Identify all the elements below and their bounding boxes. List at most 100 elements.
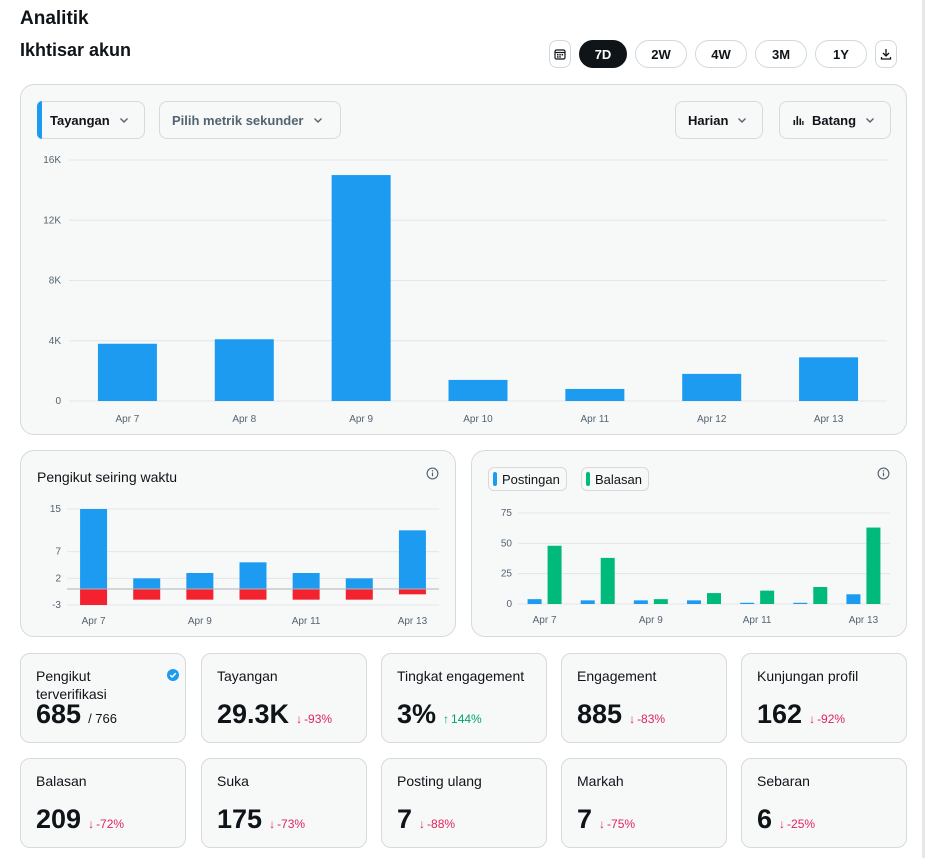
x-tick-label: Apr 7	[82, 616, 106, 627]
stat-label: Tayangan	[217, 668, 278, 684]
stat-value-row: 885 ↓ -83%	[577, 699, 665, 730]
stat-delta: ↓ -73%	[269, 817, 305, 831]
x-tick-label: Apr 7	[115, 414, 139, 425]
stat-delta: ↓ -83%	[629, 712, 665, 726]
stat-replies[interactable]: Balasan 209 ↓ -72%	[20, 758, 186, 848]
posts-bar	[633, 600, 648, 604]
stat-bookmarks[interactable]: Markah 7 ↓ -75%	[561, 758, 727, 848]
stat-delta-value: -93%	[304, 712, 333, 726]
replies-bar	[760, 590, 775, 604]
range-option-3m[interactable]: 3M	[755, 40, 807, 68]
stat-delta-value: -88%	[427, 817, 456, 831]
scrollbar[interactable]	[922, 0, 925, 858]
stat-shares[interactable]: Sebaran 6 ↓ -25%	[741, 758, 907, 848]
bar-apr-9	[331, 175, 391, 401]
stat-value-row: 29.3K ↓ -93%	[217, 699, 332, 730]
stat-views[interactable]: Tayangan 29.3K ↓ -93%	[201, 653, 367, 743]
calendar-button[interactable]	[549, 40, 571, 68]
y-tick-label: 0	[55, 396, 61, 407]
legend-posts[interactable]: Postingan	[488, 467, 567, 491]
main-chart-card: Tayangan Pilih metrik sekunder Harian Ba…	[20, 84, 907, 435]
x-tick-label: Apr 13	[398, 616, 428, 627]
bar-apr-13	[799, 357, 859, 401]
stat-engagement[interactable]: Engagement 885 ↓ -83%	[561, 653, 727, 743]
stat-profile-visits[interactable]: Kunjungan profil 162 ↓ -92%	[741, 653, 907, 743]
stat-value: 162	[757, 699, 803, 729]
replies-bar	[653, 599, 668, 604]
secondary-metric-dropdown[interactable]: Pilih metrik sekunder	[159, 101, 341, 139]
stat-delta: ↓ -72%	[88, 817, 124, 831]
stat-label: Sebaran	[757, 773, 810, 789]
legend-replies[interactable]: Balasan	[581, 467, 649, 491]
stat-value: 685	[36, 699, 82, 729]
stat-value: 175	[217, 804, 263, 834]
x-tick-label: Apr 11	[580, 414, 609, 425]
stat-delta-value: -92%	[817, 712, 846, 726]
unfollows-bar	[239, 589, 267, 600]
stat-reposts[interactable]: Posting ulang 7 ↓ -88%	[381, 758, 547, 848]
download-icon	[880, 49, 892, 60]
stat-value-row: 175 ↓ -73%	[217, 804, 305, 835]
legend-posts-label: Postingan	[502, 471, 560, 487]
replies-bar	[866, 527, 881, 604]
stat-engagement-rate[interactable]: Tingkat engagement 3% ↑ 144%	[381, 653, 547, 743]
x-tick-label: Apr 9	[639, 615, 663, 626]
y-tick-label: 4K	[49, 336, 62, 347]
chevron-down-icon	[119, 118, 128, 123]
metric-color-indicator	[37, 101, 42, 139]
range-option-2w[interactable]: 2W	[635, 40, 687, 68]
legend-replies-label: Balasan	[595, 471, 642, 487]
stat-delta-value: 144%	[451, 712, 482, 726]
replies-bar	[813, 587, 828, 604]
stat-delta: ↑ 144%	[443, 712, 482, 726]
stat-label: Markah	[577, 773, 624, 789]
stat-value: 6	[757, 804, 773, 834]
range-option-4w[interactable]: 4W	[695, 40, 747, 68]
stat-value: 7	[397, 804, 413, 834]
stat-label: Engagement	[577, 668, 657, 684]
posts-bar	[846, 594, 861, 604]
unfollows-bar	[292, 589, 320, 600]
x-tick-label: Apr 11	[292, 616, 321, 627]
x-tick-label: Apr 10	[463, 414, 493, 425]
info-icon[interactable]	[877, 467, 890, 480]
interval-dropdown[interactable]: Harian	[675, 101, 763, 139]
bar-apr-7	[97, 343, 157, 401]
x-tick-label: Apr 13	[849, 615, 879, 626]
unfollows-bar	[80, 589, 108, 605]
new-followers-bar	[345, 578, 373, 589]
posts-bar	[687, 600, 701, 604]
arrow-up-icon: ↑	[443, 712, 450, 726]
stat-label: Kunjungan profil	[757, 668, 859, 684]
chart-type-dropdown[interactable]: Batang	[779, 101, 891, 139]
arrow-down-icon: ↓	[269, 817, 276, 831]
range-option-7d[interactable]: 7D	[579, 40, 627, 68]
stat-delta-value: -25%	[787, 817, 816, 831]
new-followers-bar	[292, 573, 320, 589]
arrow-down-icon: ↓	[629, 712, 636, 726]
stat-likes[interactable]: Suka 175 ↓ -73%	[201, 758, 367, 848]
stat-label: Suka	[217, 773, 249, 789]
stat-verified-followers[interactable]: Pengikut terverifikasi 685 / 766	[20, 653, 186, 743]
stat-total: / 766	[88, 711, 117, 726]
download-button[interactable]	[875, 40, 897, 68]
replies-bar	[600, 557, 615, 604]
secondary-metric-placeholder: Pilih metrik sekunder	[172, 112, 304, 128]
unfollows-bar	[345, 589, 373, 600]
posts-bar	[740, 602, 755, 604]
unfollows-bar	[133, 589, 161, 600]
views-bar-chart: 0 4K 8K 12K 16K Apr 7 Apr 8 Apr 9 Apr 10 Apr 11 Ap…	[43, 155, 887, 425]
range-option-1y[interactable]: 1Y	[815, 40, 867, 68]
primary-metric-dropdown[interactable]: Tayangan	[37, 101, 145, 139]
stat-value-row: 6 ↓ -25%	[757, 804, 815, 835]
y-tick-label: 25	[501, 569, 513, 580]
stat-delta: ↓ -88%	[419, 817, 455, 831]
stat-value-row: 7 ↓ -75%	[577, 804, 635, 835]
arrow-down-icon: ↓	[779, 817, 786, 831]
replies-bar	[707, 593, 721, 604]
page-title: Analitik	[20, 8, 89, 29]
info-icon[interactable]	[426, 467, 439, 480]
primary-metric-label: Tayangan	[50, 112, 110, 128]
arrow-down-icon: ↓	[599, 817, 606, 831]
legend-replies-swatch	[586, 472, 590, 486]
